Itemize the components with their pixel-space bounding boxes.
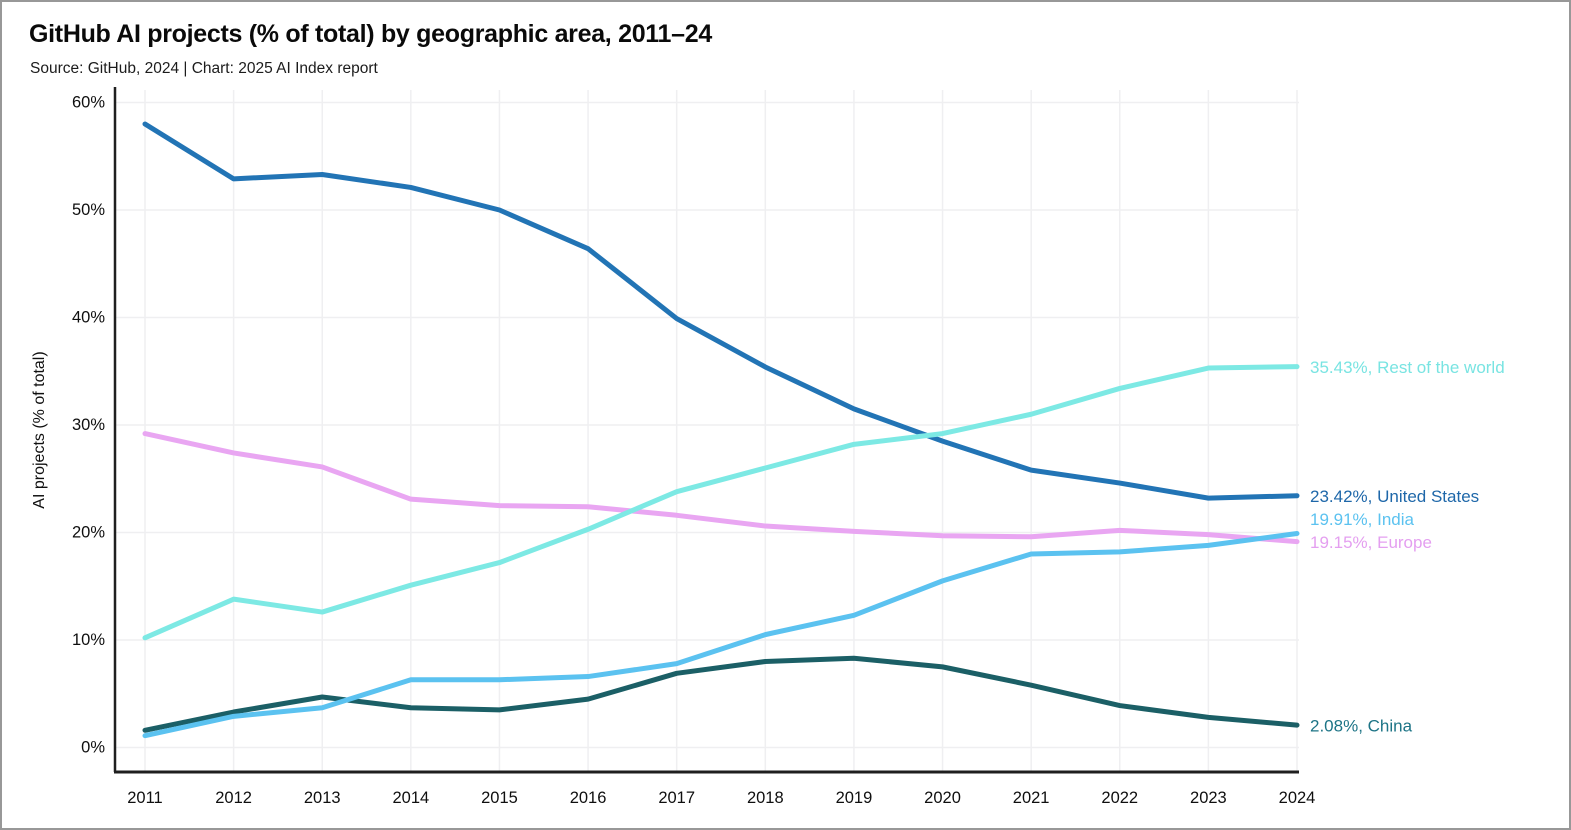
x-tick-label: 2012 [215, 789, 252, 807]
y-tick-label: 30% [72, 416, 105, 434]
series-line-china [142, 655, 1300, 733]
x-tick-label: 2015 [481, 789, 518, 807]
y-tick-label: 40% [72, 309, 105, 327]
y-tick-label: 0% [81, 739, 105, 757]
series-end-label-china: 2.08%, China [1310, 717, 1413, 736]
x-tick-label: 2016 [570, 789, 607, 807]
x-tick-label: 2023 [1190, 789, 1227, 807]
x-tick-label: 2022 [1101, 789, 1138, 807]
x-tick-label: 2021 [1013, 789, 1050, 807]
series-end-label-united-states: 23.42%, United States [1310, 487, 1479, 506]
series-line-rest-of-the-world [142, 364, 1300, 641]
series-end-label-europe: 19.15%, Europe [1310, 533, 1432, 552]
x-tick-label: 2020 [924, 789, 961, 807]
y-tick-label: 10% [72, 631, 105, 649]
chart-title: GitHub AI projects (% of total) by geogr… [29, 20, 712, 48]
x-tick-label: 2024 [1279, 789, 1316, 807]
chart-subtitle: Source: GitHub, 2024 | Chart: 2025 AI In… [30, 60, 378, 77]
y-tick-label: 50% [72, 201, 105, 219]
y-tick-label: 60% [72, 94, 105, 112]
series-end-label-india: 19.91%, India [1310, 510, 1415, 529]
series-line-india [142, 530, 1300, 739]
x-tick-label: 2017 [658, 789, 695, 807]
series-line-europe [142, 431, 1300, 545]
x-tick-label: 2013 [304, 789, 341, 807]
x-tick-label: 2011 [127, 789, 162, 807]
x-tick-label: 2019 [836, 789, 873, 807]
y-tick-label: 20% [72, 524, 105, 542]
x-tick-label: 2018 [747, 789, 784, 807]
series-line-united-states [142, 121, 1300, 501]
series-end-label-rest-of-the-world: 35.43%, Rest of the world [1310, 358, 1505, 377]
x-tick-label: 2014 [392, 789, 429, 807]
